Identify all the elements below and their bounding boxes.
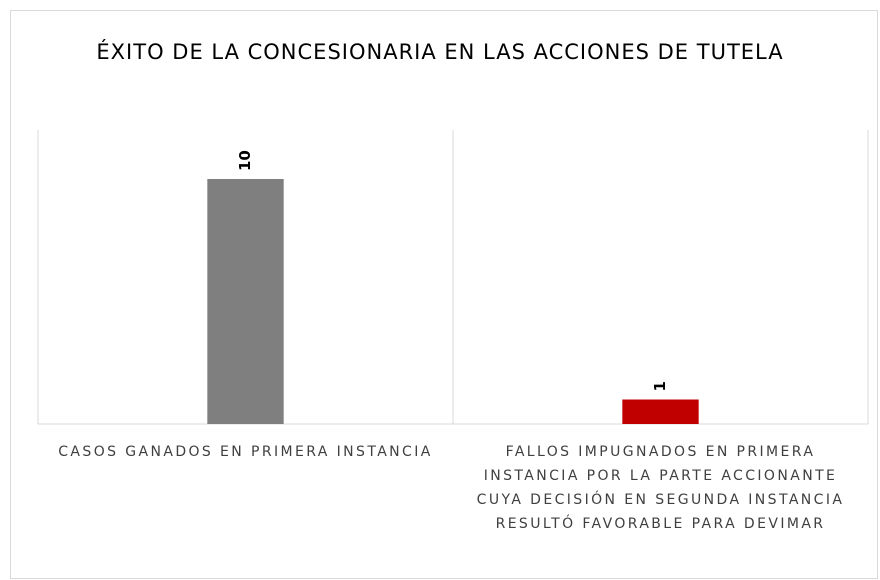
- bar: [622, 399, 699, 424]
- data-label: 10: [236, 150, 254, 171]
- x-tick-label: CASOS GANADOS EN PRIMERA INSTANCIA: [58, 444, 433, 460]
- data-label: 1: [651, 381, 669, 391]
- chart-border: [10, 10, 878, 579]
- bar: [207, 179, 284, 424]
- x-tick-label: FALLOS IMPUGNADOS EN PRIMERA INSTANCIA P…: [476, 444, 845, 532]
- chart-title: ÉXITO DE LA CONCESIONARIA EN LAS ACCIONE…: [96, 40, 784, 64]
